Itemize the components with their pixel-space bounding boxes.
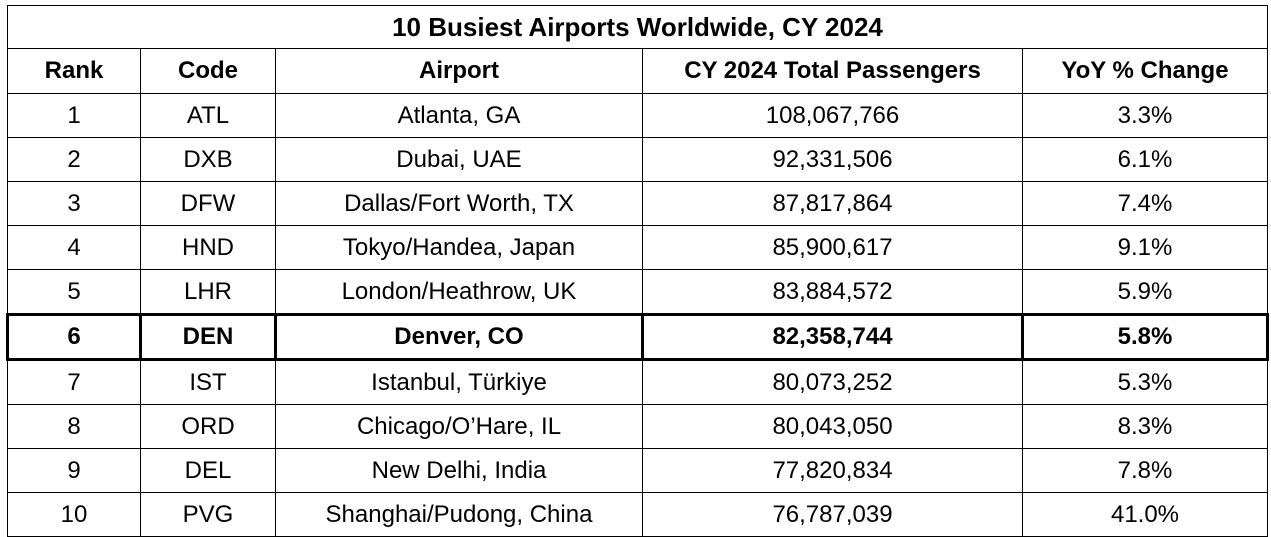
table-row: 2 DXB Dubai, UAE 92,331,506 6.1%	[7, 137, 1268, 182]
table-cell: 5.8%	[1021, 313, 1269, 361]
title-row: 10 Busiest Airports Worldwide, CY 2024	[7, 5, 1268, 49]
table-cell: 2	[7, 137, 141, 182]
airports-table: 10 Busiest Airports Worldwide, CY 2024 R…	[6, 5, 1269, 537]
table-cell: 92,331,506	[642, 137, 1023, 182]
table-cell: Dallas/Fort Worth, TX	[275, 181, 643, 226]
table-cell: DFW	[140, 181, 276, 226]
column-header: Code	[140, 48, 276, 94]
table-row: 8 ORD Chicago/O’Hare, IL 80,043,050 8.3%	[7, 404, 1268, 449]
table-cell: Shanghai/Pudong, China	[275, 492, 643, 537]
table-cell: Atlanta, GA	[275, 93, 643, 138]
table-cell: 3	[7, 181, 141, 226]
table-cell: 77,820,834	[642, 448, 1023, 493]
table-cell: DXB	[140, 137, 276, 182]
table-row: 3 DFW Dallas/Fort Worth, TX 87,817,864 7.4%	[7, 181, 1268, 226]
table-cell: 83,884,572	[642, 269, 1023, 315]
table-cell: PVG	[140, 492, 276, 537]
column-header: CY 2024 Total Passengers	[642, 48, 1023, 94]
table-cell: 87,817,864	[642, 181, 1023, 226]
table-cell: DEL	[140, 448, 276, 493]
header-row: Rank Code Airport CY 2024 Total Passengers Y…	[7, 48, 1268, 94]
table-row: 10 PVG Shanghai/Pudong, China 76,787,039 41.…	[7, 492, 1268, 537]
table-cell: 9.1%	[1022, 225, 1268, 270]
table-cell: Chicago/O’Hare, IL	[275, 404, 643, 449]
table-cell: 5	[7, 269, 141, 315]
table-cell: Istanbul, Türkiye	[275, 359, 643, 405]
table-cell: Tokyo/Handea, Japan	[275, 225, 643, 270]
table-cell: 80,073,252	[642, 359, 1023, 405]
table-cell: 6.1%	[1022, 137, 1268, 182]
table-title: 10 Busiest Airports Worldwide, CY 2024	[7, 5, 1268, 49]
table-cell: 82,358,744	[641, 313, 1024, 361]
table-cell: 76,787,039	[642, 492, 1023, 537]
table-cell: London/Heathrow, UK	[275, 269, 643, 315]
table-cell: 10	[7, 492, 141, 537]
table-cell: 4	[7, 225, 141, 270]
table-cell: 7.4%	[1022, 181, 1268, 226]
highlighted-row: 6 DEN Denver, CO 82,358,744 5.8%	[6, 313, 1269, 361]
table-row: 5 LHR London/Heathrow, UK 83,884,572 5.9%	[7, 269, 1268, 315]
table-row: 9 DEL New Delhi, India 77,820,834 7.8%	[7, 448, 1268, 493]
table-cell: 85,900,617	[642, 225, 1023, 270]
column-header: Rank	[7, 48, 141, 94]
table-row: 1 ATL Atlanta, GA 108,067,766 3.3%	[7, 93, 1268, 138]
table-row: 4 HND Tokyo/Handea, Japan 85,900,617 9.1%	[7, 225, 1268, 270]
table-cell: ORD	[140, 404, 276, 449]
table-cell: LHR	[140, 269, 276, 315]
table-cell: 80,043,050	[642, 404, 1023, 449]
table-cell: 5.9%	[1022, 269, 1268, 315]
table-cell: Denver, CO	[274, 313, 644, 361]
table-cell: ATL	[140, 93, 276, 138]
table-cell: 6	[6, 313, 142, 361]
table-cell: New Delhi, India	[275, 448, 643, 493]
table-cell: 108,067,766	[642, 93, 1023, 138]
table-cell: 5.3%	[1022, 359, 1268, 405]
table-cell: 1	[7, 93, 141, 138]
column-header: YoY % Change	[1022, 48, 1268, 94]
table-cell: 9	[7, 448, 141, 493]
table-cell: 7.8%	[1022, 448, 1268, 493]
table-cell: 3.3%	[1022, 93, 1268, 138]
table-cell: Dubai, UAE	[275, 137, 643, 182]
table-body: 1 ATL Atlanta, GA 108,067,766 3.3% 2 DXB Dubai,…	[6, 93, 1269, 537]
table-row: 7 IST Istanbul, Türkiye 80,073,252 5.3%	[7, 359, 1268, 405]
table-cell: DEN	[139, 313, 277, 361]
table-cell: IST	[140, 359, 276, 405]
table-cell: HND	[140, 225, 276, 270]
column-header: Airport	[275, 48, 643, 94]
table-cell: 41.0%	[1022, 492, 1268, 537]
table-cell: 8	[7, 404, 141, 449]
table-cell: 7	[7, 359, 141, 405]
table-cell: 8.3%	[1022, 404, 1268, 449]
